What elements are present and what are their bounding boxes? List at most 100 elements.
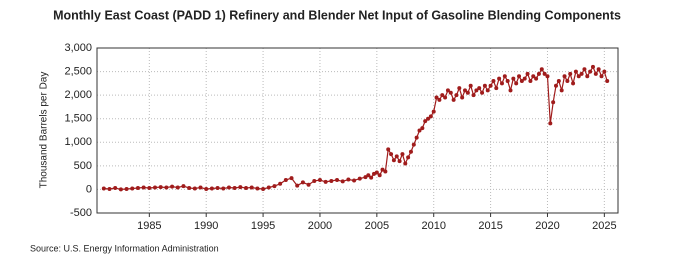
data-point	[158, 185, 163, 190]
data-point	[565, 79, 570, 83]
data-point	[363, 175, 368, 180]
data-point	[426, 116, 431, 121]
y-tick-label: 500	[74, 160, 92, 172]
data-point	[411, 142, 416, 147]
y-tick-label: 2,500	[64, 65, 92, 77]
data-point	[329, 178, 334, 183]
data-point	[255, 186, 260, 191]
y-tick-label: 1,500	[64, 113, 92, 125]
data-point	[249, 185, 254, 190]
chart-title: Monthly East Coast (PADD 1) Refinery and…	[53, 8, 621, 22]
data-point	[164, 185, 169, 190]
x-tick-label: 2025	[592, 220, 616, 232]
data-point	[431, 109, 436, 114]
data-point	[437, 97, 442, 102]
data-point	[369, 175, 374, 180]
data-point	[238, 185, 243, 190]
data-point	[531, 74, 536, 79]
data-point	[175, 185, 180, 190]
data-point	[352, 178, 357, 183]
data-point	[499, 81, 504, 86]
data-point	[582, 67, 587, 72]
data-point	[519, 79, 524, 83]
data-point	[147, 186, 152, 191]
data-point	[460, 95, 465, 100]
y-tick-label: 0	[86, 183, 92, 195]
data-point	[556, 79, 561, 83]
data-point	[514, 81, 519, 86]
source: Source: U.S. Energy Information Administ…	[30, 243, 219, 253]
data-point	[215, 186, 220, 191]
data-point	[300, 180, 305, 185]
data-point	[272, 184, 277, 189]
data-point	[306, 182, 311, 187]
data-point	[374, 170, 379, 175]
data-point	[414, 135, 419, 140]
data-point	[605, 79, 610, 83]
data-point	[551, 100, 556, 105]
data-point	[445, 88, 450, 93]
x-tick-label: 1985	[137, 220, 161, 232]
data-point	[602, 69, 607, 74]
data-point	[482, 83, 487, 88]
data-point	[590, 64, 595, 69]
data-point	[403, 161, 408, 166]
data-point	[462, 88, 467, 93]
data-point	[508, 88, 513, 93]
data-point	[406, 155, 411, 160]
data-point	[317, 178, 322, 182]
data-point	[289, 176, 294, 181]
data-point	[559, 88, 564, 93]
data-point	[576, 74, 581, 79]
data-point	[477, 86, 482, 91]
data-point	[525, 71, 530, 76]
data-point	[312, 178, 317, 183]
data-point	[502, 74, 507, 79]
data-point	[346, 177, 351, 182]
data-point	[554, 83, 559, 88]
data-point	[451, 97, 456, 102]
data-point	[545, 74, 550, 79]
series-line	[103, 65, 608, 191]
data-point	[428, 114, 433, 119]
data-point	[457, 86, 462, 91]
data-point	[278, 181, 283, 186]
data-point	[261, 186, 266, 191]
data-point	[588, 69, 593, 74]
data-point	[593, 71, 598, 76]
data-point	[226, 185, 231, 190]
y-tick-label: 1,000	[64, 136, 92, 148]
data-point	[579, 71, 584, 76]
data-point	[130, 186, 135, 191]
data-point	[221, 186, 226, 191]
data-point	[465, 90, 470, 95]
data-point	[548, 121, 553, 126]
data-point	[295, 183, 300, 188]
data-point	[596, 67, 601, 72]
data-point	[101, 186, 106, 191]
data-point	[517, 74, 522, 79]
data-point	[377, 173, 382, 178]
data-point	[448, 90, 453, 95]
data-point	[568, 71, 573, 76]
x-tick-label: 2015	[478, 220, 502, 232]
x-tick-label: 2005	[365, 220, 389, 232]
data-point	[198, 185, 203, 190]
data-point	[124, 186, 129, 191]
data-point	[534, 76, 539, 81]
data-point	[494, 86, 499, 91]
data-point	[170, 184, 175, 189]
data-point	[266, 185, 271, 190]
data-point	[340, 179, 345, 184]
data-point	[386, 147, 391, 152]
data-point	[366, 173, 371, 178]
data-point	[505, 79, 510, 83]
data-point	[454, 93, 459, 98]
y-tick-label: 2,000	[64, 89, 92, 101]
data-point	[474, 88, 479, 93]
data-point	[539, 67, 544, 72]
data-point	[323, 179, 328, 184]
data-point	[571, 81, 576, 86]
x-tick-label: 2000	[308, 220, 332, 232]
